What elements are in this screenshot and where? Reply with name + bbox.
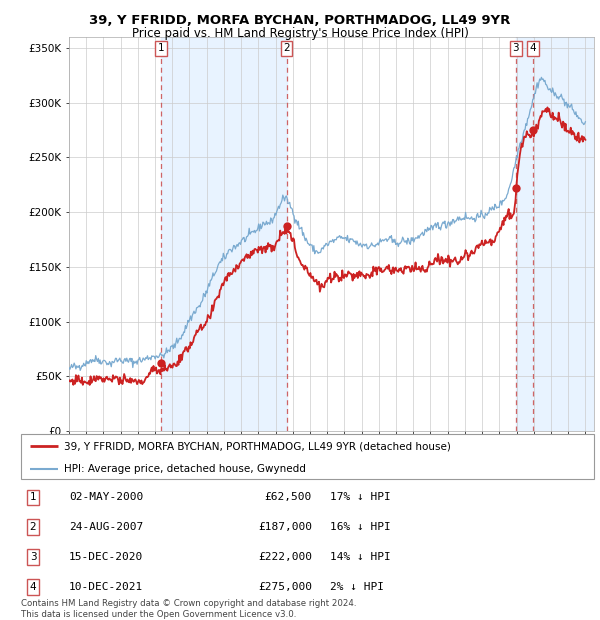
Text: 24-AUG-2007: 24-AUG-2007: [69, 522, 143, 532]
Text: 39, Y FFRIDD, MORFA BYCHAN, PORTHMADOG, LL49 9YR (detached house): 39, Y FFRIDD, MORFA BYCHAN, PORTHMADOG, …: [64, 441, 451, 451]
Text: 39, Y FFRIDD, MORFA BYCHAN, PORTHMADOG, LL49 9YR: 39, Y FFRIDD, MORFA BYCHAN, PORTHMADOG, …: [89, 14, 511, 27]
Text: 3: 3: [512, 43, 519, 53]
Text: 2: 2: [283, 43, 290, 53]
Text: 1: 1: [29, 492, 37, 502]
Text: £187,000: £187,000: [258, 522, 312, 532]
Text: 3: 3: [29, 552, 37, 562]
Text: Price paid vs. HM Land Registry's House Price Index (HPI): Price paid vs. HM Land Registry's House …: [131, 27, 469, 40]
Text: 10-DEC-2021: 10-DEC-2021: [69, 582, 143, 591]
Text: 4: 4: [530, 43, 536, 53]
Text: 17% ↓ HPI: 17% ↓ HPI: [330, 492, 391, 502]
Text: £62,500: £62,500: [265, 492, 312, 502]
Text: 14% ↓ HPI: 14% ↓ HPI: [330, 552, 391, 562]
Bar: [161, 37, 287, 431]
Text: £275,000: £275,000: [258, 582, 312, 591]
Text: 16% ↓ HPI: 16% ↓ HPI: [330, 522, 391, 532]
Bar: [516, 37, 594, 431]
Text: 1: 1: [157, 43, 164, 53]
Text: 2: 2: [29, 522, 37, 532]
Text: 02-MAY-2000: 02-MAY-2000: [69, 492, 143, 502]
FancyBboxPatch shape: [21, 434, 594, 479]
Text: 2% ↓ HPI: 2% ↓ HPI: [330, 582, 384, 591]
Text: £222,000: £222,000: [258, 552, 312, 562]
Text: Contains HM Land Registry data © Crown copyright and database right 2024.
This d: Contains HM Land Registry data © Crown c…: [21, 600, 356, 619]
Text: HPI: Average price, detached house, Gwynedd: HPI: Average price, detached house, Gwyn…: [64, 464, 306, 474]
Text: 15-DEC-2020: 15-DEC-2020: [69, 552, 143, 562]
Text: 4: 4: [29, 582, 37, 591]
